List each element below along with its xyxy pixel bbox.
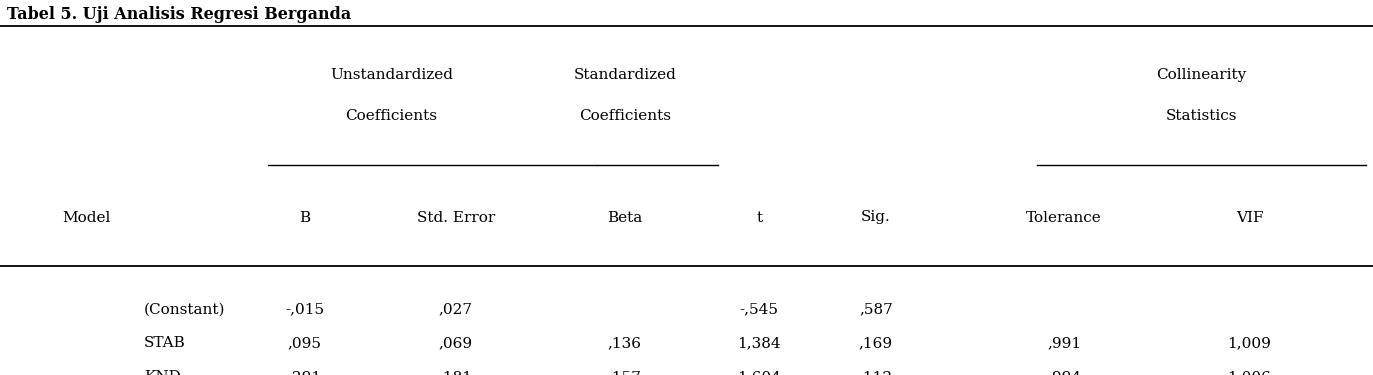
Text: 1,604: 1,604	[737, 370, 781, 375]
Text: ,291: ,291	[288, 370, 321, 375]
Text: VIF: VIF	[1236, 210, 1263, 225]
Text: STAB: STAB	[144, 336, 185, 350]
Text: -,015: -,015	[286, 302, 324, 316]
Text: ,112: ,112	[859, 370, 892, 375]
Text: ,181: ,181	[439, 370, 472, 375]
Text: ,994: ,994	[1048, 370, 1081, 375]
Text: Std. Error: Std. Error	[417, 210, 494, 225]
Text: Sig.: Sig.	[861, 210, 891, 225]
Text: ,095: ,095	[288, 336, 321, 350]
Text: KND: KND	[144, 370, 181, 375]
Text: B: B	[299, 210, 310, 225]
Text: ,157: ,157	[608, 370, 641, 375]
Text: ,587: ,587	[859, 302, 892, 316]
Text: Tabel 5. Uji Analisis Regresi Berganda: Tabel 5. Uji Analisis Regresi Berganda	[7, 6, 351, 22]
Text: 1,006: 1,006	[1227, 370, 1271, 375]
Text: ,169: ,169	[859, 336, 892, 350]
Text: Beta: Beta	[607, 210, 643, 225]
Text: 1,009: 1,009	[1227, 336, 1271, 350]
Text: Coefficients: Coefficients	[578, 109, 671, 123]
Text: Tolerance: Tolerance	[1026, 210, 1103, 225]
Text: Standardized: Standardized	[574, 68, 676, 82]
Text: -,545: -,545	[740, 302, 778, 316]
Text: ,027: ,027	[439, 302, 472, 316]
Text: t: t	[757, 210, 762, 225]
Text: Statistics: Statistics	[1166, 109, 1237, 123]
Text: ,991: ,991	[1048, 336, 1081, 350]
Text: Model: Model	[62, 210, 110, 225]
Text: (Constant): (Constant)	[144, 302, 225, 316]
Text: ,136: ,136	[608, 336, 641, 350]
Text: 1,384: 1,384	[737, 336, 781, 350]
Text: Coefficients: Coefficients	[345, 109, 438, 123]
Text: Collinearity: Collinearity	[1156, 68, 1247, 82]
Text: Unstandardized: Unstandardized	[330, 68, 453, 82]
Text: ,069: ,069	[439, 336, 472, 350]
